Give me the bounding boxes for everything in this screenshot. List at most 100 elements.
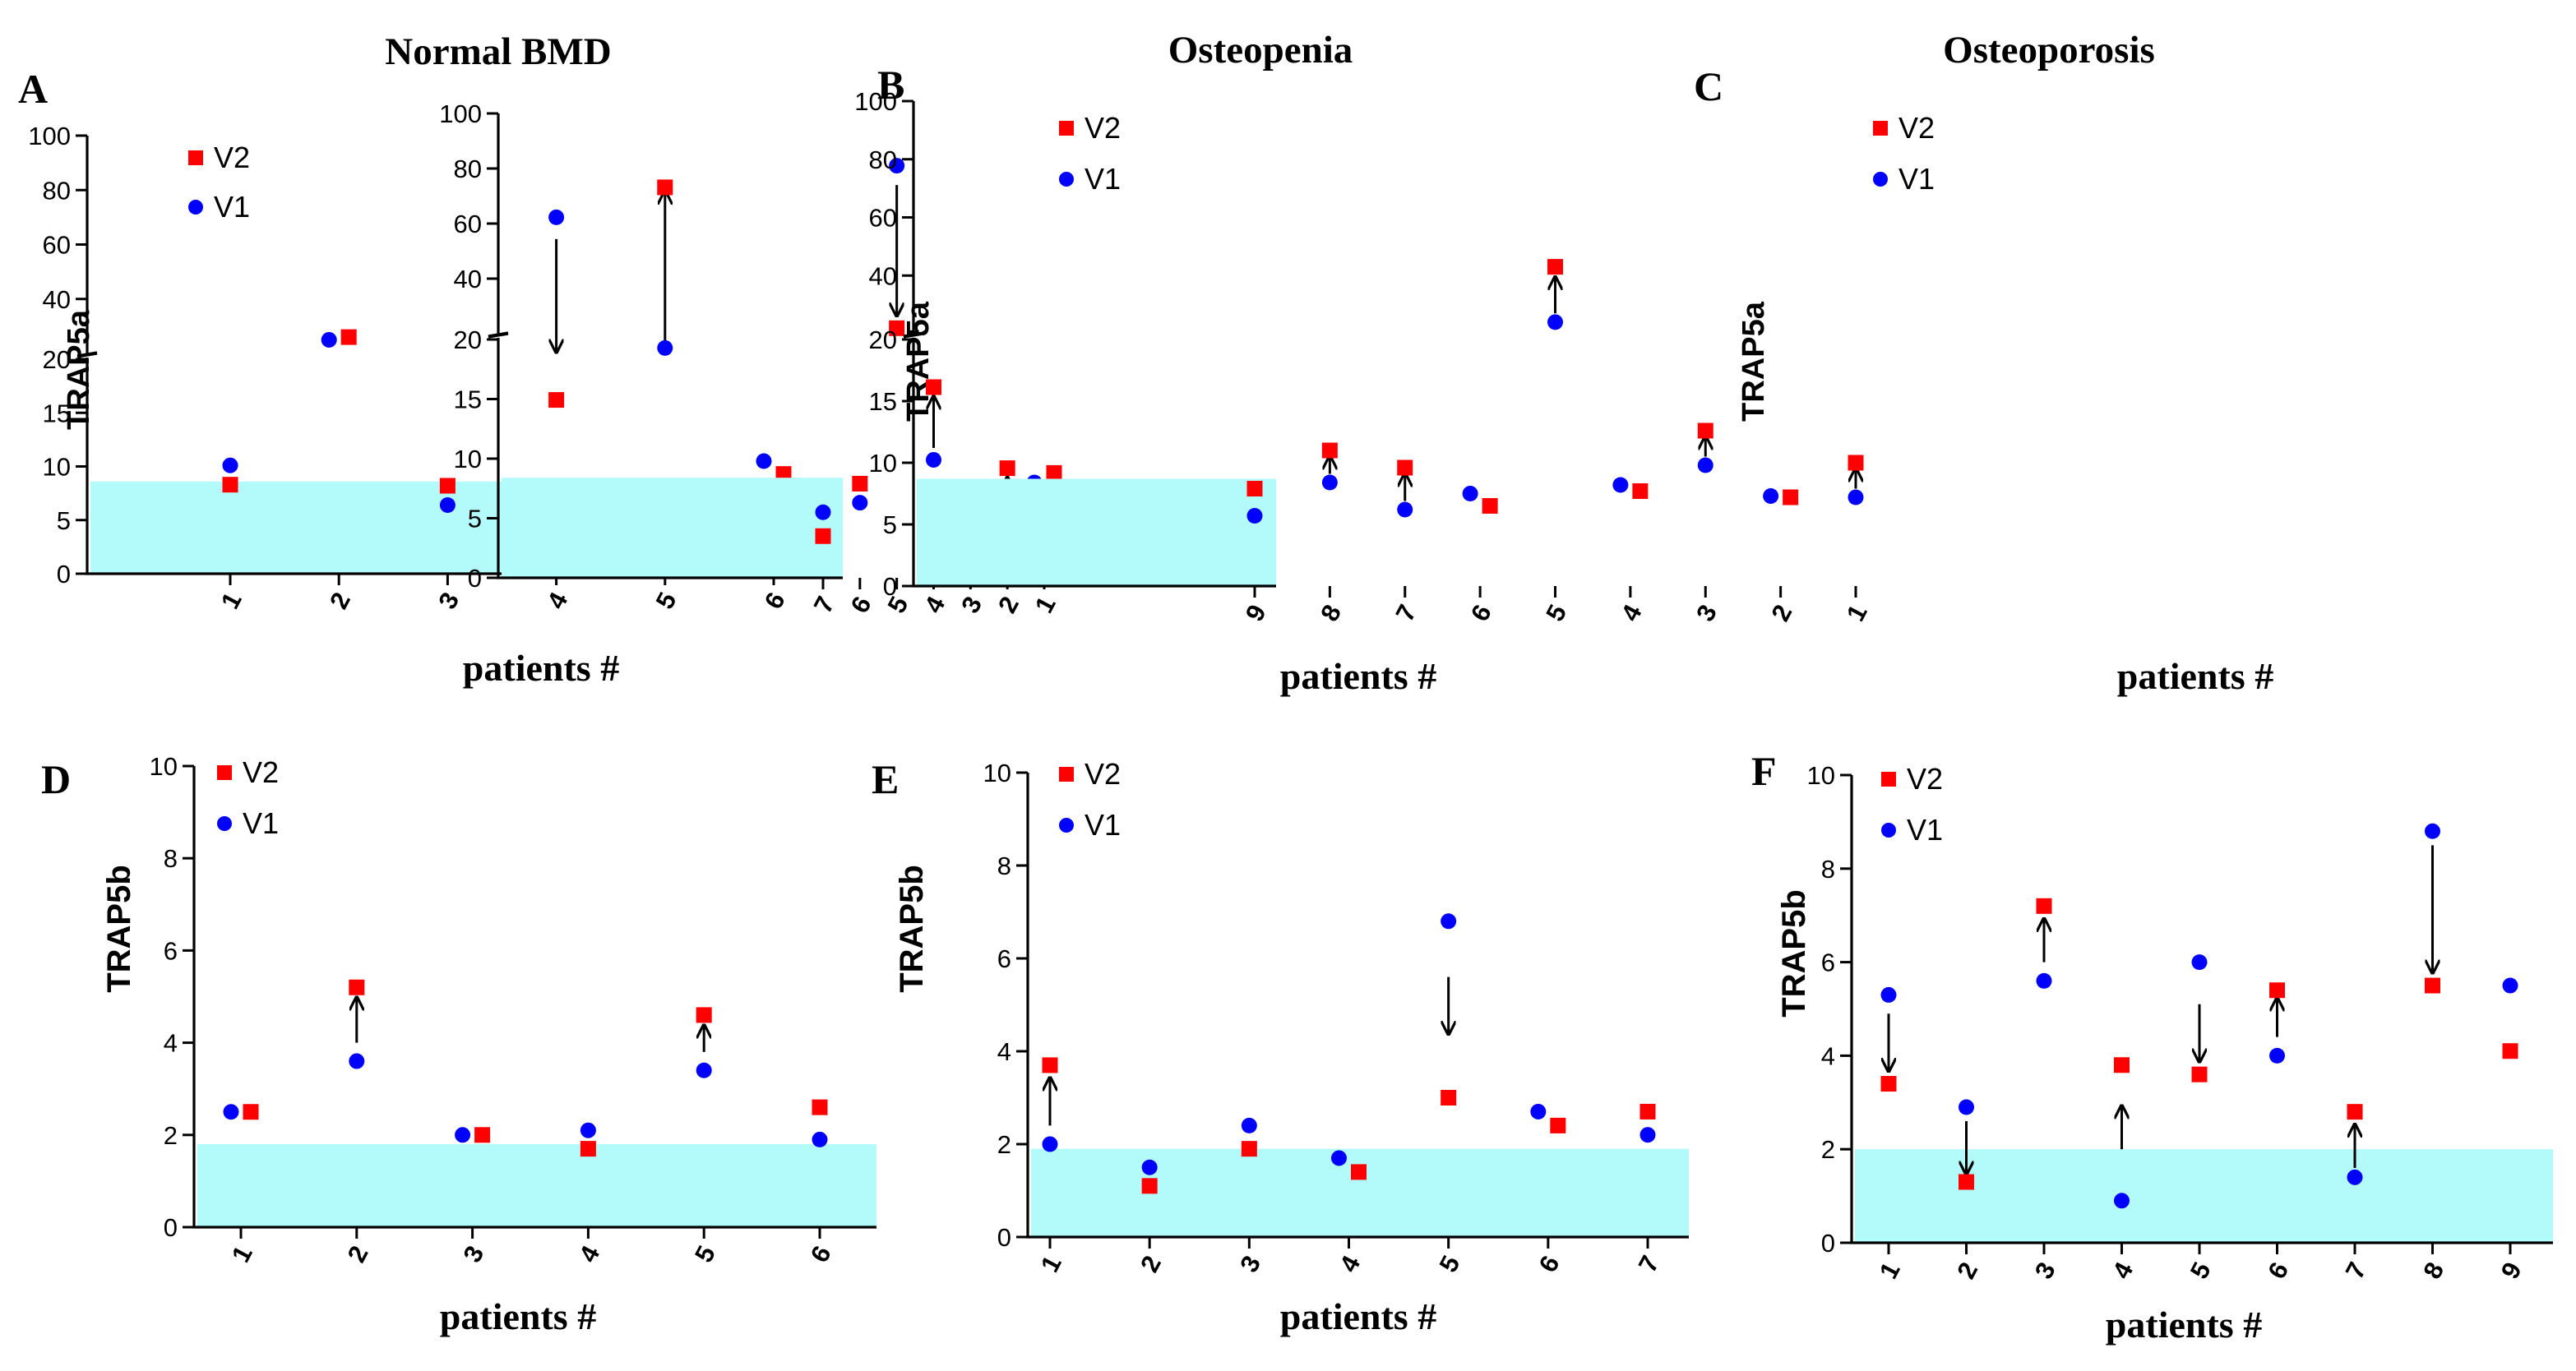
v2-point-patient-5	[696, 1007, 712, 1023]
panel-title: Osteoporosis	[1943, 29, 2155, 72]
y-tick-label: 20	[454, 325, 482, 354]
x-tick-label: 4	[2107, 1257, 2139, 1283]
reference-band	[502, 478, 843, 578]
v2-point-patient-1	[1848, 455, 1864, 471]
v2-point-patient-9	[2502, 1043, 2518, 1059]
v2-point-patient-4	[580, 1141, 596, 1157]
v2-point-patient-3	[1697, 422, 1713, 439]
v2-point-patient-7	[815, 528, 831, 544]
v1-point-patient-2	[1763, 488, 1779, 504]
v2-point-patient-1	[1880, 1076, 1897, 1092]
y-axis-label: TRAP5a	[1737, 301, 1771, 422]
y-tick-label: 2	[164, 1121, 178, 1150]
v2-point-patient-2	[1783, 489, 1799, 505]
panel-letter: A	[18, 66, 48, 112]
x-tick-label: 4	[1334, 1250, 1366, 1276]
v1-point-patient-2	[1959, 1099, 1974, 1115]
legend-v1-label: V1	[1907, 813, 1943, 847]
x-tick-label: 5	[2185, 1258, 2217, 1284]
x-axis-label: patients #	[1280, 1295, 1436, 1337]
panel-title: Osteopenia	[1168, 29, 1353, 72]
x-tick-label: 2	[1135, 1251, 1167, 1277]
x-tick-label: 6	[759, 588, 791, 614]
v1-point-patient-7	[815, 504, 831, 520]
y-tick-label: 20	[869, 325, 897, 354]
y-tick-label: 10	[150, 752, 178, 781]
v2-point-patient-4	[1632, 483, 1649, 499]
y-axis-label: TRAP5b	[894, 865, 930, 993]
legend-v2-label: V2	[214, 141, 250, 174]
legend-v1-marker	[217, 816, 232, 831]
y-tick-label: 100	[28, 122, 71, 150]
v2-point-patient-3	[474, 1127, 491, 1143]
v1-point-patient-5	[1547, 314, 1563, 330]
x-tick-label: 1	[226, 1241, 258, 1267]
v1-point-patient-1	[1880, 986, 1897, 1003]
panel-c: 05101520406080100123456789TRAP5apatients…	[854, 29, 2273, 697]
v1-point-patient-6	[812, 1131, 828, 1147]
legend-v2-label: V2	[1898, 111, 1935, 145]
legend-v2-label: V2	[1085, 111, 1121, 145]
x-tick-label: 7	[2340, 1258, 2372, 1284]
v2-point-patient-4	[1351, 1164, 1367, 1180]
v1-point-patient-3	[1241, 1117, 1257, 1133]
y-tick-label: 6	[997, 944, 1011, 973]
panel-letter: D	[41, 756, 71, 802]
v1-point-patient-4	[1331, 1150, 1347, 1166]
legend: V2 V1	[1881, 762, 1943, 847]
legend-v1-marker	[1881, 823, 1896, 838]
y-axis-label: TRAP5b	[1776, 889, 1812, 1018]
v1-point-patient-1	[1042, 1136, 1058, 1152]
x-tick-label: 2	[1951, 1258, 1983, 1284]
v1-point-patient-3	[1697, 457, 1713, 473]
v1-point-patient-1	[222, 457, 238, 473]
v1-point-patient-7	[2347, 1169, 2363, 1185]
y-tick-label: 0	[883, 572, 897, 601]
x-tick-label: 8	[2417, 1258, 2449, 1284]
x-tick-label: 3	[955, 592, 987, 618]
v2-point-patient-8	[2425, 977, 2440, 994]
y-tick-label: 60	[43, 231, 71, 260]
y-tick-label: 40	[869, 261, 897, 290]
legend-v2-label: V2	[1907, 762, 1943, 796]
v1-point-patient-4	[1612, 477, 1629, 493]
v1-point-patient-5	[2191, 954, 2208, 971]
y-tick-label: 2	[1821, 1135, 1835, 1164]
y-tick-label: 4	[164, 1029, 178, 1058]
v1-point-patient-2	[321, 331, 337, 348]
y-axis-label: TRAP5a	[62, 309, 96, 430]
legend-v1-marker	[1059, 172, 1074, 187]
v1-point-patient-4	[2114, 1193, 2130, 1209]
v2-point-patient-5	[1441, 1090, 1457, 1106]
v2-point-patient-2	[1141, 1178, 1158, 1194]
y-tick-label: 10	[983, 759, 1011, 787]
y-tick-label: 6	[1821, 949, 1835, 977]
v1-point-patient-1	[223, 1104, 239, 1120]
y-tick-label: 15	[43, 399, 71, 427]
x-tick-label: 7	[1390, 600, 1422, 626]
v2-point-patient-6	[1550, 1117, 1566, 1133]
v2-point-patient-7	[1397, 459, 1413, 476]
y-tick-label: 80	[454, 155, 482, 183]
legend: V2 V1	[1873, 111, 1935, 196]
x-tick-label: 5	[1540, 600, 1572, 626]
y-tick-label: 10	[1807, 761, 1835, 790]
v2-point-patient-1	[243, 1104, 259, 1120]
y-tick-label: 2	[997, 1130, 1011, 1159]
v1-point-patient-6	[1462, 486, 1478, 501]
y-tick-label: 4	[997, 1037, 1011, 1066]
x-tick-label: 4	[918, 591, 950, 617]
x-tick-label: 7	[1633, 1251, 1665, 1277]
legend-v1-marker	[188, 200, 203, 215]
v2-point-patient-6	[852, 475, 868, 492]
y-tick-label: 0	[468, 564, 482, 593]
reference-band	[1031, 1148, 1689, 1237]
legend-v2-marker	[1059, 767, 1074, 782]
legend: V2 V1	[1059, 757, 1121, 842]
legend-v2-marker	[1059, 121, 1074, 136]
y-tick-label: 5	[468, 505, 482, 533]
reference-band	[917, 478, 1276, 586]
